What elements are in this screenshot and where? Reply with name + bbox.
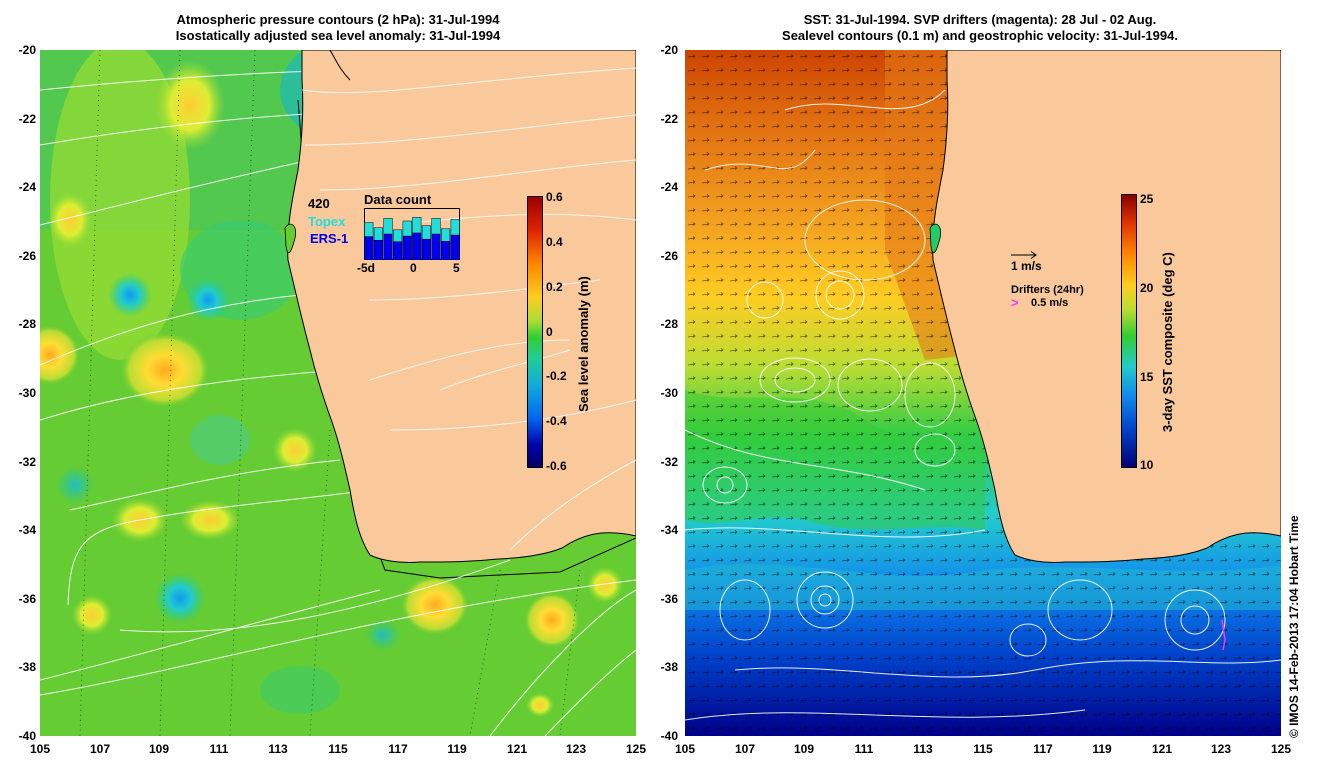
lon-tick-right: 105: [674, 742, 696, 756]
lon-tick-left: 115: [328, 742, 348, 756]
sla-colorbar: [527, 196, 543, 468]
lon-tick-right: 123: [1210, 742, 1232, 756]
ers-count-bar: [450, 234, 460, 260]
ers-count-bar: [364, 236, 374, 260]
sla-tick: 0: [546, 325, 553, 339]
count-x-label-start: -5d: [357, 261, 375, 275]
ers-count-bar: [393, 241, 403, 260]
sla-tick: -0.6: [546, 459, 567, 473]
right-title-line1: SST: 31-Jul-1994. SVP drifters (magenta)…: [803, 12, 1157, 27]
lat-tick-left: -32: [18, 455, 36, 469]
ers-count-bar: [421, 238, 431, 260]
lon-tick-left: 105: [29, 742, 51, 756]
left-title-line1: Atmospheric pressure contours (2 hPa): 3…: [176, 12, 500, 27]
lon-tick-left: 107: [89, 742, 111, 756]
lon-tick-left: 119: [447, 742, 467, 756]
sea-level-anomaly-map: 420 Data count Topex ERS-1 -5d 0 5: [40, 50, 636, 736]
sst-map-svg: [685, 50, 1281, 736]
ers-count-bar: [431, 233, 441, 260]
topex-label: Topex: [308, 214, 346, 229]
drifter-legend-marker: >: [1011, 295, 1019, 310]
ers-label: ERS-1: [310, 231, 349, 246]
sst-tick: 25: [1140, 192, 1154, 206]
sst-tick: 10: [1140, 458, 1154, 472]
ers-count-bar: [402, 235, 412, 260]
lon-tick-right: 125: [1270, 742, 1292, 756]
sla-tick: -0.4: [546, 414, 567, 428]
lat-tick-right: -26: [660, 249, 678, 263]
sla-tick: 0.4: [546, 235, 563, 249]
data-count-title: Data count: [364, 192, 432, 207]
sst-colorbar-title: 3-day SST composite (deg C): [1160, 252, 1175, 432]
lon-tick-right: 119: [1092, 742, 1112, 756]
lat-tick-left: -22: [18, 112, 36, 126]
ers-count-bar: [373, 239, 383, 260]
ers-count-bar: [383, 233, 393, 260]
lat-tick-left: -34: [18, 523, 36, 537]
sst-tick: 20: [1140, 281, 1154, 295]
data-count-bars: [364, 208, 460, 260]
sst-map: 1 m/s Drifters (24hr) > 0.5 m/s: [685, 50, 1281, 736]
sst-colorbar: [1121, 194, 1137, 468]
lon-tick-right: 109: [793, 742, 815, 756]
lat-tick-left: -38: [18, 660, 36, 674]
lat-tick-right: -30: [660, 386, 678, 400]
lat-tick-left: -30: [18, 386, 36, 400]
count-x-label-mid: 0: [410, 261, 417, 275]
data-count-max-label: 420: [308, 196, 330, 211]
lon-tick-left: 123: [565, 742, 587, 756]
lon-tick-left: 125: [625, 742, 647, 756]
lat-tick-right: -38: [660, 660, 678, 674]
drifter-legend-title: Drifters (24hr): [1011, 284, 1084, 296]
lat-tick-left: -26: [18, 249, 36, 263]
lon-tick-left: 113: [268, 742, 288, 756]
lat-tick-right: -32: [660, 455, 678, 469]
lat-tick-right: -22: [660, 112, 678, 126]
sla-tick: 0.6: [546, 190, 563, 204]
lon-tick-right: 113: [913, 742, 933, 756]
lon-tick-left: 121: [506, 742, 528, 756]
count-x-label-end: 5: [453, 261, 460, 275]
lat-tick-right: -24: [660, 180, 678, 194]
imos-credit: © IMOS 14-Feb-2013 17:04 Hobart Time: [1287, 515, 1301, 738]
lat-tick-left: -24: [18, 180, 36, 194]
left-title-line2: Isostatically adjusted sea level anomaly…: [175, 28, 501, 43]
lon-tick-right: 111: [854, 742, 874, 756]
lon-tick-left: 111: [209, 742, 229, 756]
lon-tick-left: 117: [388, 742, 408, 756]
sla-colorbar-title: Sea level anomaly (m): [576, 276, 591, 412]
lat-tick-right: -28: [660, 317, 678, 331]
lon-tick-right: 121: [1151, 742, 1173, 756]
velocity-scale-arrow: [1011, 251, 1037, 259]
right-title-line2: Sealevel contours (0.1 m) and geostrophi…: [782, 28, 1178, 43]
sla-tick: -0.2: [546, 369, 567, 383]
lon-tick-right: 117: [1033, 742, 1053, 756]
lat-tick-left: -36: [18, 592, 36, 606]
drifter-legend-value: 0.5 m/s: [1031, 297, 1069, 309]
lat-tick-right: -34: [660, 523, 678, 537]
lat-tick-left: -28: [18, 317, 36, 331]
sla-tick: 0.2: [546, 280, 563, 294]
data-count-inset: 420 Data count Topex ERS-1 -5d 0 5: [302, 190, 474, 278]
sea-level-anomaly-map-svg: [40, 50, 636, 736]
lon-tick-right: 107: [734, 742, 756, 756]
ers-count-bar: [412, 232, 422, 260]
ers-count-bar: [441, 241, 451, 260]
lon-tick-left: 109: [148, 742, 170, 756]
lat-tick-right: -20: [660, 43, 678, 57]
lon-tick-right: 115: [973, 742, 993, 756]
lat-tick-left: -40: [18, 729, 36, 743]
velocity-scale-label: 1 m/s: [1011, 259, 1042, 273]
lat-tick-right: -36: [660, 592, 678, 606]
lat-tick-right: -40: [660, 729, 678, 743]
sst-tick: 15: [1140, 370, 1154, 384]
lat-tick-left: -20: [18, 43, 36, 57]
